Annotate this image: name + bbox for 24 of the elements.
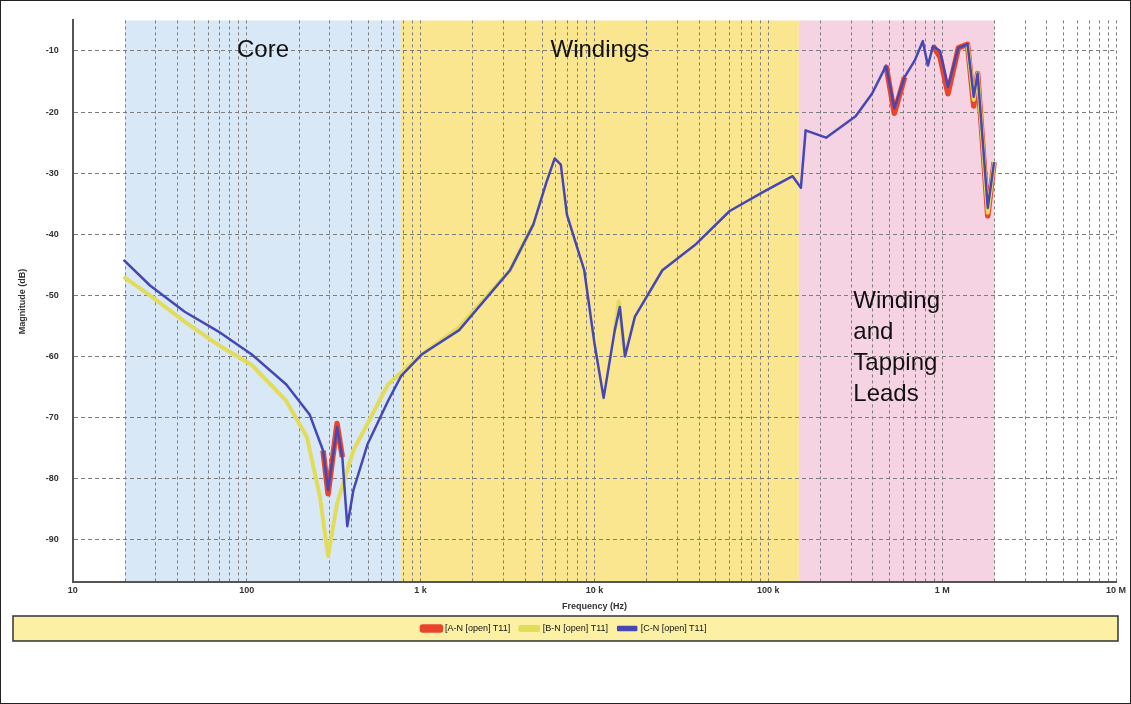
x-tick-label: 1 M — [934, 585, 950, 596]
y-tick-label: -90 — [45, 534, 59, 545]
x-tick-label: 10 — [67, 585, 78, 596]
x-tick-label: 100 — [239, 585, 255, 596]
y-axis-title: Magnitude (dB) — [16, 268, 27, 335]
x-axis-title: Frequency (Hz) — [561, 601, 627, 612]
band-label: Windings — [550, 35, 650, 63]
x-tick-label: 10 k — [585, 585, 605, 596]
legend-label: [A-N [open] T11] — [444, 622, 511, 633]
band-label: Core — [236, 35, 289, 63]
y-tick-label: -20 — [45, 106, 59, 117]
x-tick-label: 100 k — [757, 585, 781, 596]
y-tick-label: -10 — [45, 45, 59, 56]
legend-label: [B-N [open] T11] — [542, 622, 609, 633]
y-tick-label: -40 — [45, 228, 59, 239]
legend-label: [C-N [open] T11] — [640, 622, 707, 633]
band-label: Winding and Tapping Leads — [853, 286, 941, 407]
y-tick-label: -30 — [45, 167, 59, 178]
y-tick-label: -60 — [45, 350, 59, 361]
y-tick-label: -70 — [45, 411, 59, 422]
y-tick-label: -80 — [45, 473, 59, 484]
x-tick-label: 10 M — [1105, 585, 1127, 596]
y-tick-label: -50 — [45, 289, 59, 300]
x-tick-label: 1 k — [414, 585, 428, 596]
